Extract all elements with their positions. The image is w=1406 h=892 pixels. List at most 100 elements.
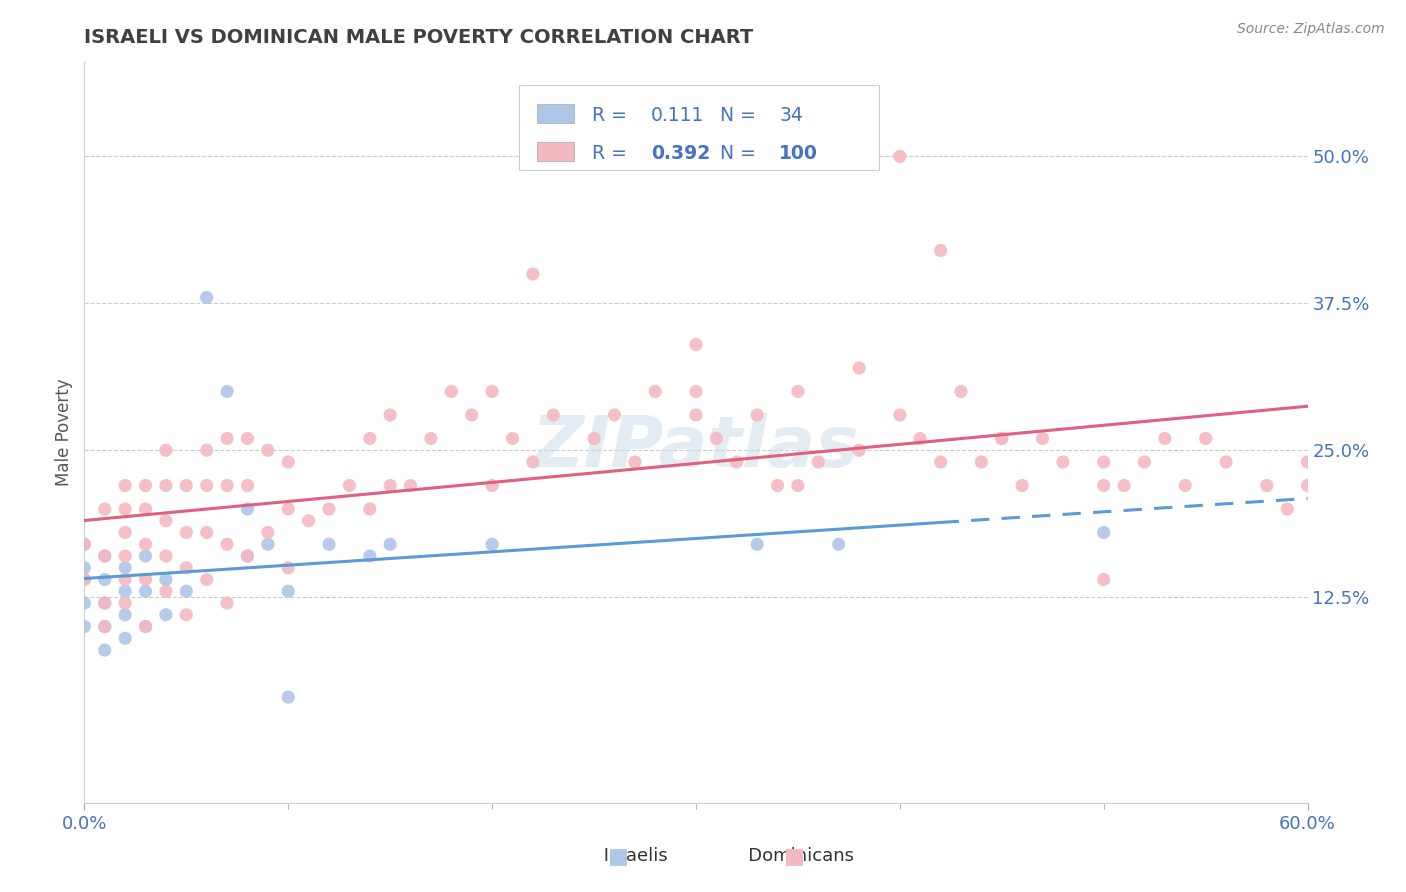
- Point: [155, 549, 177, 563]
- Point: [155, 443, 177, 458]
- Point: [277, 455, 299, 469]
- Point: [277, 561, 299, 575]
- Point: [1092, 478, 1115, 492]
- Point: [522, 455, 544, 469]
- Point: [787, 384, 810, 399]
- Point: [380, 408, 402, 422]
- Point: [481, 537, 503, 551]
- Point: [135, 584, 157, 599]
- Point: [1133, 455, 1156, 469]
- Point: [174, 525, 197, 540]
- Text: Source: ZipAtlas.com: Source: ZipAtlas.com: [1237, 22, 1385, 37]
- Point: [359, 502, 381, 516]
- Point: [195, 290, 218, 304]
- Point: [502, 432, 524, 446]
- Point: [73, 619, 96, 633]
- Point: [910, 432, 932, 446]
- Point: [277, 584, 299, 599]
- Text: 34: 34: [779, 106, 803, 125]
- Text: N =: N =: [720, 106, 762, 125]
- Point: [114, 573, 136, 587]
- Point: [1092, 455, 1115, 469]
- Point: [685, 408, 707, 422]
- Point: [73, 573, 96, 587]
- Text: R =: R =: [592, 106, 633, 125]
- Point: [195, 443, 218, 458]
- Point: [603, 408, 626, 422]
- Point: [318, 502, 340, 516]
- Point: [644, 384, 666, 399]
- Text: ■: ■: [609, 847, 628, 866]
- Point: [93, 549, 115, 563]
- Point: [195, 573, 218, 587]
- Point: [174, 561, 197, 575]
- Point: [481, 478, 503, 492]
- Point: [217, 537, 239, 551]
- Point: [624, 455, 647, 469]
- Point: [174, 607, 197, 622]
- Point: [318, 537, 340, 551]
- Point: [135, 619, 157, 633]
- Point: [114, 502, 136, 516]
- Point: [236, 549, 259, 563]
- Point: [1174, 478, 1197, 492]
- Point: [217, 478, 239, 492]
- Point: [217, 596, 239, 610]
- Point: [135, 619, 157, 633]
- Point: [155, 607, 177, 622]
- Point: [135, 573, 157, 587]
- Point: [257, 537, 280, 551]
- Point: [114, 561, 136, 575]
- Point: [1154, 432, 1177, 446]
- Point: [135, 549, 157, 563]
- Text: R =: R =: [592, 145, 633, 163]
- Point: [787, 478, 810, 492]
- Point: [1215, 455, 1237, 469]
- Point: [929, 244, 952, 258]
- Point: [114, 596, 136, 610]
- Point: [114, 632, 136, 646]
- Point: [543, 408, 565, 422]
- Point: [73, 561, 96, 575]
- Point: [828, 537, 851, 551]
- Point: [970, 455, 993, 469]
- Point: [236, 432, 259, 446]
- FancyBboxPatch shape: [537, 104, 574, 123]
- Point: [257, 443, 280, 458]
- Point: [807, 455, 830, 469]
- Point: [399, 478, 422, 492]
- Point: [1296, 455, 1319, 469]
- Point: [747, 408, 769, 422]
- Point: [359, 432, 381, 446]
- Point: [1256, 478, 1278, 492]
- Point: [359, 549, 381, 563]
- Point: [583, 432, 606, 446]
- Point: [277, 502, 299, 516]
- Point: [277, 690, 299, 704]
- FancyBboxPatch shape: [537, 143, 574, 161]
- Point: [1052, 455, 1074, 469]
- Point: [73, 596, 96, 610]
- Point: [766, 478, 789, 492]
- Point: [155, 478, 177, 492]
- Text: ISRAELI VS DOMINICAN MALE POVERTY CORRELATION CHART: ISRAELI VS DOMINICAN MALE POVERTY CORREL…: [84, 28, 754, 47]
- Point: [1195, 432, 1218, 446]
- Point: [217, 384, 239, 399]
- Point: [1032, 432, 1054, 446]
- Point: [991, 432, 1014, 446]
- Point: [889, 408, 911, 422]
- Point: [1092, 525, 1115, 540]
- Point: [174, 478, 197, 492]
- Point: [93, 502, 115, 516]
- Point: [380, 478, 402, 492]
- Point: [93, 619, 115, 633]
- Point: [1277, 502, 1299, 516]
- Point: [93, 549, 115, 563]
- Point: [950, 384, 973, 399]
- Point: [93, 643, 115, 657]
- Point: [93, 596, 115, 610]
- FancyBboxPatch shape: [519, 85, 880, 169]
- Point: [93, 573, 115, 587]
- Point: [1296, 478, 1319, 492]
- Point: [195, 478, 218, 492]
